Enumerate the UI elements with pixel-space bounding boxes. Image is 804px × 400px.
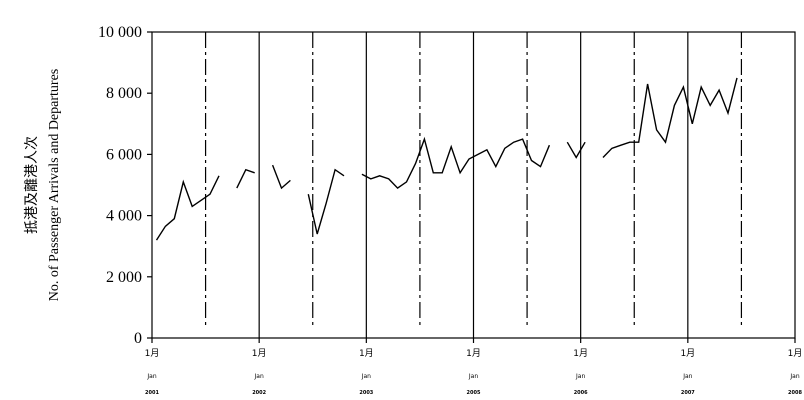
x-tick-label-month-en: Jan xyxy=(789,373,799,380)
series-line xyxy=(155,77,738,241)
y-tick-label: 8 000 xyxy=(106,85,142,102)
y-tick-label: 10 000 xyxy=(98,24,142,41)
x-tick-label-month: 1月 xyxy=(680,348,695,359)
x-tick-label-month: 1月 xyxy=(466,348,481,359)
x-tick-label-month: 1月 xyxy=(145,348,160,359)
x-tick-label-year: 2001 xyxy=(145,390,159,396)
y-tick-label: 0 xyxy=(134,330,142,347)
x-tick-label-year: 2005 xyxy=(467,390,481,396)
x-tick-label-month-en: Jan xyxy=(254,373,264,380)
x-tick-label-month: 1月 xyxy=(788,348,803,359)
y-tick-label: 6 000 xyxy=(106,146,142,163)
x-tick-label-year: 2002 xyxy=(252,390,266,396)
x-axis: 1月 Jan 2001 1月 Jan 2002 1月 Jan 2003 1月 Jan 2005 1月 Ja… xyxy=(145,338,803,396)
x-tick-label-year: 2008 xyxy=(788,390,802,396)
x-tick-label-year: 2006 xyxy=(574,390,588,396)
x-tick-label-month-en: Jan xyxy=(361,373,371,380)
x-tick-label-month: 1月 xyxy=(573,348,588,359)
x-tick-label-month: 1月 xyxy=(359,348,374,359)
y-axis-title-en: No. of Passenger Arrivals and Departures xyxy=(47,69,62,302)
series-layer xyxy=(155,77,738,241)
x-tick-label-month-en: Jan xyxy=(575,373,585,380)
x-tick-label-month-en: Jan xyxy=(468,373,478,380)
grid-lines xyxy=(204,32,743,338)
x-tick-label-month-en: Jan xyxy=(682,373,692,380)
x-tick-label-year: 2003 xyxy=(359,390,373,396)
y-axis-title: 抵港及離港人次 No. of Passenger Arrivals and De… xyxy=(23,69,62,302)
x-tick-label-month-en: Jan xyxy=(146,373,156,380)
x-tick-label-month: 1月 xyxy=(252,348,267,359)
y-tick-label: 2 000 xyxy=(106,269,142,286)
y-tick-label: 4 000 xyxy=(106,208,142,225)
y-axis: 0 2 000 4 000 6 000 8 000 10 000 xyxy=(98,24,152,347)
y-axis-title-zh: 抵港及離港人次 xyxy=(23,136,40,234)
x-tick-label-year: 2007 xyxy=(681,390,695,396)
